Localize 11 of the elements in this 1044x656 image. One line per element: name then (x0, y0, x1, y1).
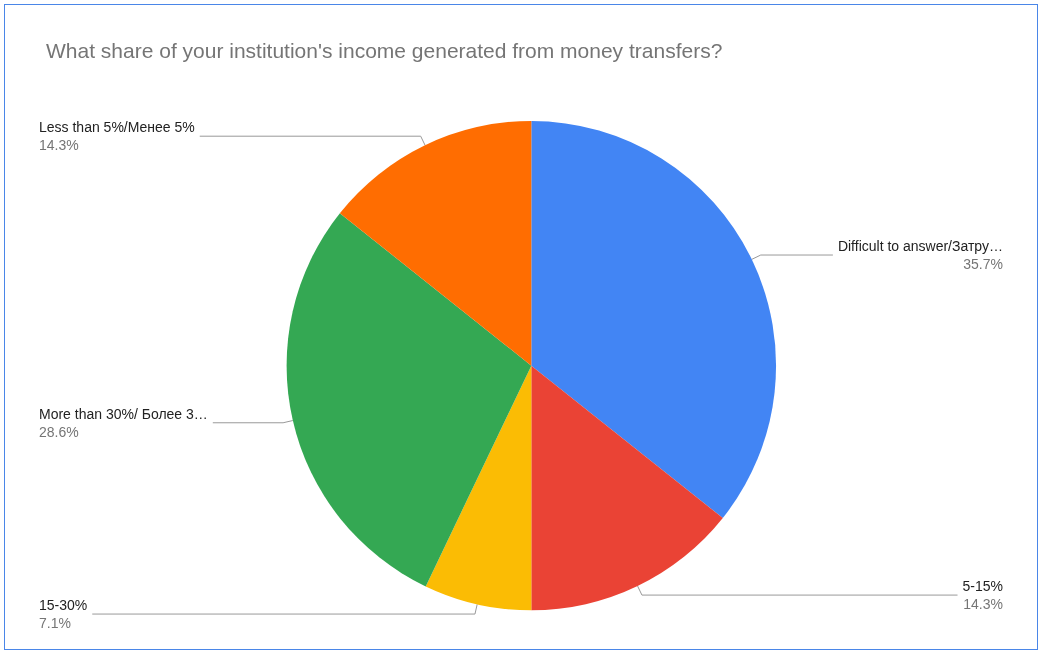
data-label: 14.3% (963, 596, 1003, 613)
slice-label: 5-15% (962, 578, 1003, 595)
data-label: 35.7% (963, 256, 1003, 273)
slice-label: 15-30% (39, 597, 88, 614)
slice-label: Difficult to answer/Затру… (837, 238, 1003, 255)
data-label: 14.3% (39, 137, 79, 154)
data-label: 28.6% (39, 423, 79, 440)
slice-label: More than 30%/ Более 3… (39, 405, 208, 422)
data-label: 7.1% (39, 615, 71, 632)
chart-title: What share of your institution's income generated from money transfers? (46, 39, 723, 62)
slice-label: Less than 5%/Менее 5% (39, 119, 195, 136)
